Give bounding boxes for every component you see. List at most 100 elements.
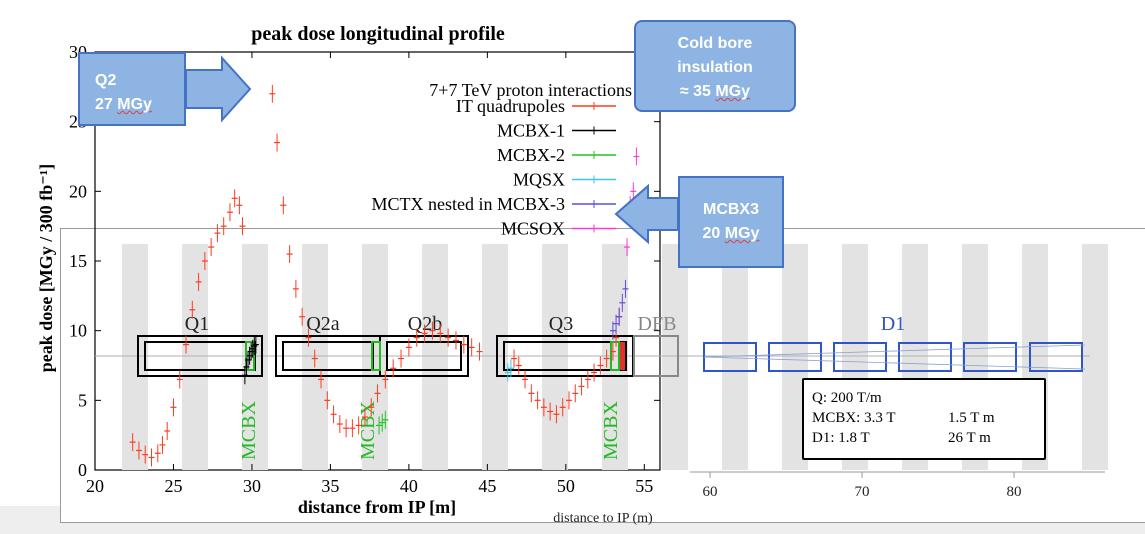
data-point bbox=[318, 370, 324, 389]
data-point bbox=[591, 363, 598, 382]
d1-diagonal bbox=[703, 344, 1086, 358]
corrector-slot bbox=[245, 341, 255, 371]
data-point bbox=[368, 398, 375, 417]
dfb-box bbox=[633, 335, 679, 377]
data-point bbox=[355, 416, 362, 435]
data-point bbox=[176, 370, 183, 389]
data-point bbox=[231, 189, 238, 208]
mcbx3-callout-dose: 20 MGy bbox=[680, 222, 782, 246]
data-point bbox=[622, 279, 629, 298]
data-point bbox=[311, 349, 318, 368]
data-point bbox=[236, 196, 243, 215]
lattice-tick-label: 80 bbox=[1007, 484, 1022, 500]
data-point bbox=[299, 307, 306, 326]
d1-segment-box bbox=[1029, 342, 1083, 372]
lattice-stripe bbox=[422, 244, 448, 470]
param-row-d1: D1: 1.8 T 26 T m bbox=[812, 428, 1044, 448]
data-point bbox=[468, 338, 475, 357]
chart-title: peak dose longitudinal profile bbox=[251, 23, 505, 45]
axis-ticks: 2025303540455055051015202530607080 bbox=[69, 42, 1022, 500]
param-d1-int: 26 T m bbox=[948, 430, 991, 446]
data-point bbox=[201, 252, 208, 270]
data-point bbox=[540, 398, 547, 417]
data-point bbox=[572, 384, 579, 403]
lattice-axis-label: distance to IP (m) bbox=[553, 511, 653, 526]
data-point bbox=[609, 321, 616, 340]
q2-dose-value: 27 bbox=[95, 96, 118, 113]
lattice-stripe bbox=[722, 244, 748, 470]
data-point bbox=[286, 245, 293, 264]
legend-entry-label: MCBX-1 bbox=[497, 121, 565, 141]
data-point bbox=[280, 196, 287, 215]
lattice-stripe bbox=[182, 244, 208, 470]
data-point bbox=[183, 335, 190, 354]
data-point bbox=[559, 398, 566, 417]
magnet-label: Q3 bbox=[549, 313, 573, 335]
data-point bbox=[609, 342, 616, 361]
cold-bore-callout: Cold bore insulation ≈ 35 MGy bbox=[634, 20, 796, 112]
data-point bbox=[189, 300, 196, 319]
d1-segment-box bbox=[833, 342, 887, 372]
data-point bbox=[421, 324, 428, 343]
data-point bbox=[135, 441, 142, 460]
cold-bore-line1: Cold bore bbox=[677, 35, 753, 52]
x-tick-label: 30 bbox=[243, 476, 261, 496]
param-mcbx-int: 1.5 T m bbox=[948, 410, 995, 426]
corrector-slot bbox=[610, 341, 620, 371]
magnet-inner-box bbox=[386, 341, 462, 371]
q2-callout: Q2 27 MGy bbox=[78, 52, 186, 126]
data-point bbox=[214, 224, 221, 243]
legend-entry-label: IT quadrupoles bbox=[456, 96, 565, 116]
data-point bbox=[252, 335, 259, 354]
x-tick-label: 20 bbox=[86, 476, 104, 496]
data-point bbox=[336, 415, 343, 434]
data-point bbox=[578, 377, 585, 396]
mcbx3-callout-arrow bbox=[614, 183, 679, 245]
magnet-parameters-box: Q: 200 T/m MCBX: 3.3 T 1.5 T m D1: 1.8 T 2… bbox=[802, 378, 1046, 460]
data-point bbox=[507, 359, 514, 378]
data-point bbox=[374, 384, 381, 403]
mcbx3-dose-value: 20 bbox=[702, 225, 725, 242]
cold-bore-line2: insulation bbox=[677, 59, 753, 76]
data-point bbox=[382, 410, 389, 429]
legend-entry-label: MCTX nested in MCBX-3 bbox=[372, 194, 566, 214]
data-point bbox=[390, 359, 397, 378]
data-point bbox=[349, 419, 356, 438]
data-point bbox=[504, 363, 511, 382]
magnet-label: Q2a bbox=[306, 313, 339, 335]
q2-callout-dose: 27 MGy bbox=[95, 93, 184, 117]
data-point bbox=[148, 448, 155, 467]
data-point bbox=[226, 203, 233, 222]
corrector-slot bbox=[371, 341, 381, 371]
y-tick-label: 15 bbox=[69, 251, 87, 271]
data-point bbox=[343, 419, 350, 438]
magnet-label: Q1 bbox=[185, 313, 209, 335]
y-tick-label: 10 bbox=[69, 321, 87, 341]
data-point bbox=[547, 402, 554, 421]
legend-entry-label: MQSX bbox=[513, 170, 565, 190]
param-mcbx: MCBX: 3.3 T bbox=[812, 410, 896, 426]
data-point bbox=[129, 433, 136, 452]
data-point bbox=[195, 272, 202, 291]
x-tick-label: 40 bbox=[400, 476, 418, 496]
lattice-tick-label: 70 bbox=[855, 484, 870, 500]
q2-callout-arrow bbox=[185, 55, 252, 123]
param-row-mcbx: MCBX: 3.3 T 1.5 T m bbox=[812, 408, 1044, 428]
legend-title: 7+7 TeV proton interactions bbox=[429, 80, 632, 100]
lattice-stripe bbox=[362, 244, 388, 470]
data-point bbox=[292, 279, 299, 298]
data-point bbox=[445, 328, 452, 347]
lattice-stripe bbox=[122, 244, 148, 470]
data-point bbox=[379, 413, 386, 432]
magnet-label: D1 bbox=[881, 313, 905, 335]
data-point bbox=[305, 328, 312, 347]
legend-entry-label: MCBX-2 bbox=[497, 145, 565, 165]
data-point bbox=[159, 435, 166, 454]
data-point bbox=[565, 391, 572, 410]
q2-dose-unit: MGy bbox=[117, 96, 152, 113]
data-point bbox=[522, 370, 529, 389]
data-point bbox=[528, 384, 535, 403]
